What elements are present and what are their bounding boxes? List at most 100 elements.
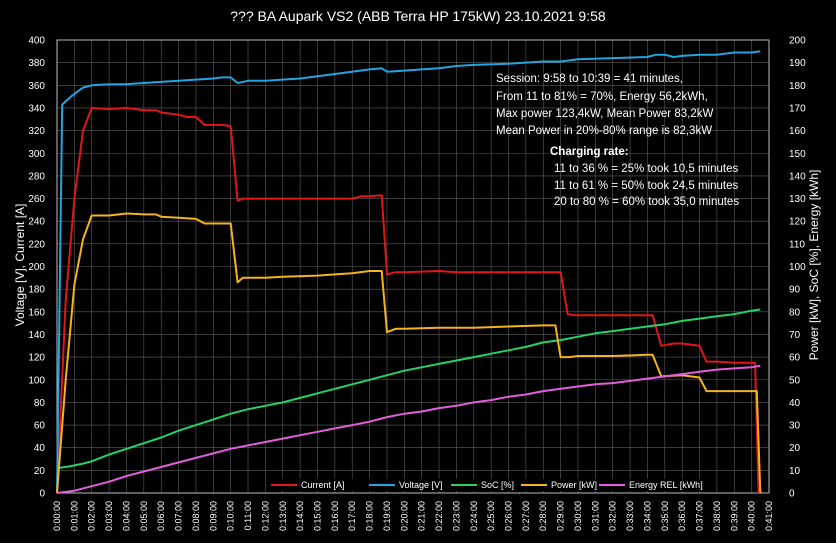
- series-line-power-kw: [56, 212, 762, 494]
- x-axis: 0:00:00 0:01:00 0:02:00 0:03:00 0:04:00 0:05:…: [52, 501, 774, 531]
- y-tick-right: 110: [789, 239, 805, 250]
- y-tick-left: 260: [28, 194, 45, 205]
- legend-label-background: [299, 479, 361, 491]
- y-tick-right: 60: [789, 353, 801, 364]
- session-line-2: From 11 to 81% = 70%, Energy 56,2kWh,: [496, 91, 708, 103]
- x-tick: 0:08:00: [191, 501, 201, 531]
- x-tick: 0:34:00: [642, 501, 652, 531]
- x-tick: 0:41:00: [764, 501, 774, 531]
- charging-rate-line-1: 11 to 36 % = 25% took 10,5 minutes: [554, 163, 738, 175]
- x-tick: 0:04:00: [121, 501, 131, 531]
- plot-frame: [56, 39, 770, 494]
- legend-label-power-kw: Power [kW]: [551, 480, 597, 490]
- x-tick: 0:35:00: [660, 501, 670, 531]
- x-tick: 0:17:00: [347, 501, 357, 531]
- x-tick: 0:02:00: [87, 501, 97, 531]
- legend-label-background: [627, 479, 715, 491]
- session-line-3: Max power 123,4kW, Mean Power 83,2kW: [496, 108, 713, 120]
- legend-label-background: [479, 479, 520, 491]
- session-line-1: Session: 9:58 to 10:39 = 41 minutes,: [496, 73, 683, 85]
- x-tick: 0:18:00: [365, 501, 375, 531]
- x-tick: 0:01:00: [69, 501, 79, 531]
- session-annotation: Session: 9:58 to 10:39 = 41 minutes, Fro…: [496, 73, 739, 208]
- legend-label-background: [397, 479, 459, 491]
- x-tick: 0:22:00: [434, 501, 444, 531]
- y-tick-left: 280: [28, 171, 45, 182]
- y-tick-left: 60: [34, 421, 46, 432]
- y-tick-left: 360: [28, 81, 45, 92]
- y-tick-left: 240: [28, 217, 45, 228]
- y-tick-left: 340: [28, 103, 45, 114]
- legend: Current [A] Voltage [V] SoC [%] Power [kW] E…: [270, 479, 715, 491]
- x-tick: 0:30:00: [573, 501, 583, 531]
- y-tick-right: 170: [789, 103, 806, 114]
- charging-rate-line-2: 11 to 61 % = 50% took 24,5 minutes: [554, 180, 738, 192]
- y-tick-right: 150: [789, 149, 806, 160]
- y-tick-left: 400: [28, 36, 45, 47]
- y-tick-left: 200: [28, 262, 45, 273]
- x-tick: 0:16:00: [330, 501, 340, 531]
- x-tick: 0:07:00: [174, 501, 184, 531]
- x-tick: 0:39:00: [729, 501, 739, 531]
- y-tick-left: 160: [28, 307, 45, 318]
- y-tick-right: 90: [789, 285, 801, 296]
- x-tick: 0:36:00: [677, 501, 687, 531]
- x-tick: 0:10:00: [226, 501, 236, 531]
- y-axis-left: 0 20 40 60 80 100 120 140 160 180 200 220 240 260 280 3…: [28, 36, 45, 500]
- x-tick: 0:25:00: [486, 501, 496, 531]
- x-tick: 0:21:00: [417, 501, 427, 531]
- y-tick-right: 70: [789, 330, 801, 341]
- y-tick-right: 190: [789, 58, 806, 69]
- y-tick-left: 120: [28, 353, 45, 364]
- series-line-current-a: [56, 106, 760, 494]
- x-tick: 0:23:00: [451, 501, 461, 531]
- y-tick-right: 80: [789, 307, 801, 318]
- y-tick-right: 0: [789, 489, 795, 500]
- series-line-soc: [56, 308, 761, 470]
- x-tick: 0:20:00: [399, 501, 409, 531]
- charging-rate-line-3: 20 to 80 % = 60% took 35,0 minutes: [554, 196, 739, 208]
- y-tick-right: 100: [789, 262, 806, 273]
- series-line-energy-rel-kwh: [56, 364, 761, 494]
- x-tick: 0:05:00: [139, 501, 149, 531]
- charging-rate-title: Charging rate:: [550, 146, 629, 158]
- x-tick: 0:09:00: [208, 501, 218, 531]
- x-tick: 0:19:00: [382, 501, 392, 531]
- x-tick: 0:03:00: [104, 501, 114, 531]
- x-tick: 0:33:00: [625, 501, 635, 531]
- grid-lines: [56, 39, 770, 494]
- y-tick-left: 320: [28, 126, 45, 137]
- y-tick-left: 20: [34, 466, 46, 477]
- y-tick-right: 30: [789, 421, 801, 432]
- session-line-4: Mean Power in 20%-80% range is 82,3kW: [496, 125, 712, 137]
- x-tick: 0:15:00: [312, 501, 322, 531]
- x-tick: 0:31:00: [590, 501, 600, 531]
- y-tick-right: 40: [789, 398, 801, 409]
- x-tick: 0:28:00: [538, 501, 548, 531]
- x-tick: 0:00:00: [52, 501, 62, 531]
- y-tick-right: 140: [789, 171, 806, 182]
- x-tick: 0:38:00: [712, 501, 722, 531]
- x-tick: 0:37:00: [695, 501, 705, 531]
- x-tick: 0:13:00: [278, 501, 288, 531]
- y-tick-right: 10: [789, 466, 801, 477]
- y-tick-right: 120: [789, 217, 806, 228]
- x-tick: 0:26:00: [504, 501, 514, 531]
- x-tick: 0:27:00: [521, 501, 531, 531]
- x-tick: 0:40:00: [747, 501, 757, 531]
- y-tick-left: 380: [28, 58, 45, 69]
- x-tick: 0:06:00: [156, 501, 166, 531]
- legend-label-energy-rel-kwh: Energy REL [kWh]: [629, 480, 703, 490]
- legend-label-soc: SoC [%]: [481, 480, 514, 490]
- y-tick-left: 180: [28, 285, 45, 296]
- y-axis-left-label: Voltage [V], Current [A]: [13, 204, 27, 327]
- y-tick-right: 130: [789, 194, 806, 205]
- legend-label-current-a: Current [A]: [301, 480, 345, 490]
- y-tick-right: 20: [789, 443, 801, 454]
- y-tick-left: 140: [28, 330, 45, 341]
- y-tick-left: 40: [34, 443, 46, 454]
- y-tick-left: 300: [28, 149, 45, 160]
- x-tick: 0:12:00: [260, 501, 270, 531]
- series-lines: [56, 50, 762, 494]
